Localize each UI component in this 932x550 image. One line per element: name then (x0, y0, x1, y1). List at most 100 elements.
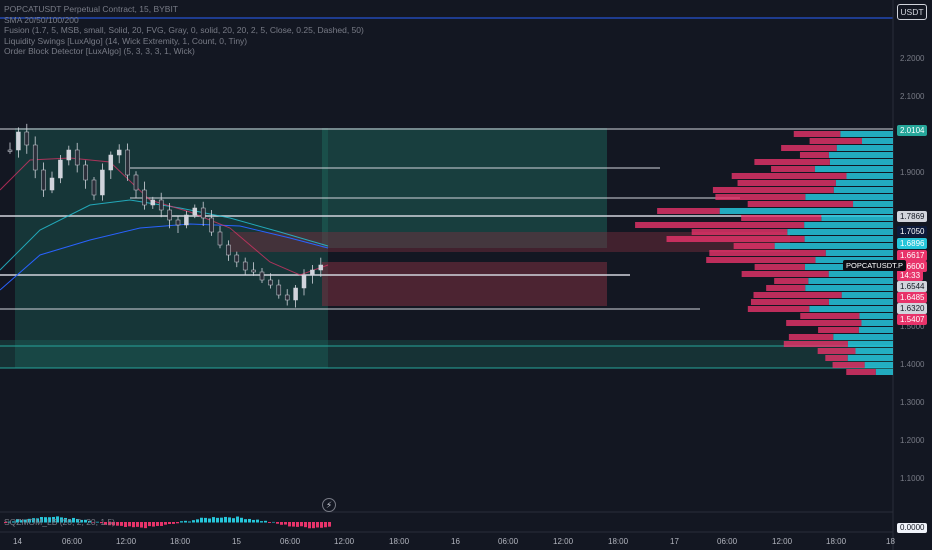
oscillator-bar (320, 522, 323, 528)
legend-indicator-fusion[interactable]: Fusion (1.7, 5, MSB, small, Solid, 20, F… (4, 25, 364, 35)
oscillator-bar (92, 522, 95, 523)
currency-button[interactable]: USDT (897, 4, 927, 20)
volume-profile-row (657, 208, 720, 214)
order-block-bull-zone-right (322, 128, 607, 248)
volume-profile-row (864, 362, 893, 368)
price-label: 1.6320 (897, 303, 928, 314)
oscillator-bar (304, 522, 307, 528)
oscillator-bar (272, 521, 275, 523)
volume-profile-row (741, 215, 822, 221)
candle-body (74, 149, 80, 166)
oscillator-bar (40, 517, 43, 523)
volume-profile-row (771, 166, 815, 172)
candle-body (301, 274, 307, 289)
candle-body (200, 207, 206, 219)
oscillator-bar (244, 519, 247, 523)
oscillator-bar (324, 522, 327, 528)
volume-profile-row (709, 250, 826, 256)
oscillator-bar (284, 522, 287, 525)
oscillator-bar (144, 522, 147, 529)
oscillator-bar (208, 518, 211, 523)
candle-body (150, 199, 156, 206)
legend-indicator-sma[interactable]: SMA 20/50/100/200 (4, 14, 79, 25)
oscillator-legend[interactable]: SQZMOM_LB (20, 2, 20, 1.5) (4, 517, 116, 527)
price-label: 1.6544 (897, 281, 928, 292)
oscillator-bar (240, 517, 243, 523)
volume-profile-row (821, 215, 893, 221)
volume-profile-row (858, 327, 893, 333)
candlestick-series (7, 123, 324, 308)
oscillator-bar (204, 517, 207, 523)
legend-indicator-liquidity[interactable]: Liquidity Swings [LuxAlgo] (14, Wick Ext… (4, 35, 248, 46)
candle-body (66, 149, 72, 161)
oscillator-bar (4, 522, 7, 523)
oscillator-bar (136, 522, 139, 527)
oscillator-bar (112, 522, 115, 526)
oscillator-bar (188, 521, 191, 523)
volume-profile-row (666, 236, 805, 242)
volume-profile-row (805, 194, 893, 200)
oscillator-bar (140, 522, 143, 528)
price-label: 1.6617 (897, 250, 928, 261)
oscillator-bar (308, 522, 311, 529)
price-label: 1.5407 (897, 314, 928, 325)
oscillator-bar (220, 517, 223, 523)
oscillator-bar (248, 518, 251, 523)
candle-body (184, 214, 189, 226)
oscillator-bar (48, 517, 51, 523)
oscillator-bar (180, 521, 183, 523)
candle-body (310, 269, 315, 276)
volume-profile-row (809, 306, 893, 312)
oscillator-bar (228, 517, 231, 523)
candle-body (318, 264, 324, 271)
oscillator-bar (116, 522, 119, 526)
candle-body (142, 189, 147, 206)
volume-profile-row (691, 229, 788, 235)
volume-profile-row (829, 159, 893, 165)
symbol-badge: POPCATUSDT.P (843, 260, 906, 271)
legend-title[interactable]: POPCATUSDT Perpetual Contract, 15, BYBIT (4, 4, 179, 14)
price-tick: 1.3000 (900, 398, 925, 407)
time-label: 12:00 (334, 537, 355, 546)
oscillator-bar (32, 518, 35, 523)
oscillator-bar (232, 518, 235, 523)
oscillator-bar (152, 522, 155, 527)
volume-profile-row (828, 271, 893, 277)
candle-body (284, 294, 290, 301)
oscillator-bar (124, 522, 127, 527)
oscillator-bar (96, 521, 99, 523)
candle-body (293, 287, 298, 301)
oscillator-bar (264, 520, 267, 523)
oscillator-bar (28, 518, 31, 523)
volume-profile-row (766, 285, 806, 291)
candle-body (175, 219, 181, 226)
oscillator-bar (200, 517, 203, 523)
price-tick: 1.4000 (900, 360, 925, 369)
volume-profile-row (635, 222, 805, 228)
oscillator-bar (172, 522, 175, 524)
volume-profile-row (846, 173, 893, 179)
sma-line (0, 223, 329, 291)
price-label: 1.7869 (897, 211, 928, 222)
volume-profile-row (853, 201, 893, 207)
candle-body (108, 154, 114, 171)
volume-profile-row (754, 159, 830, 165)
legend-indicator-orderblock[interactable]: Order Block Detector [LuxAlgo] (5, 3, 3,… (4, 46, 195, 56)
oscillator-bar (156, 522, 159, 526)
volume-profile-row (800, 313, 860, 319)
candle-body (83, 164, 88, 181)
candle-body (158, 199, 164, 211)
oscillator-bar (64, 517, 67, 523)
volume-profile-row (814, 166, 893, 172)
lightning-icon[interactable]: ⚡ (322, 498, 336, 512)
last-price-label: 1.6600 (897, 261, 928, 272)
oscillator-bar (160, 522, 163, 526)
volume-profile-row (774, 243, 893, 249)
oscillator-bar (316, 522, 319, 528)
time-label: 06:00 (498, 537, 519, 546)
volume-profile-row (804, 236, 893, 242)
candle-body (133, 174, 139, 191)
oscillator-bar (24, 519, 27, 523)
